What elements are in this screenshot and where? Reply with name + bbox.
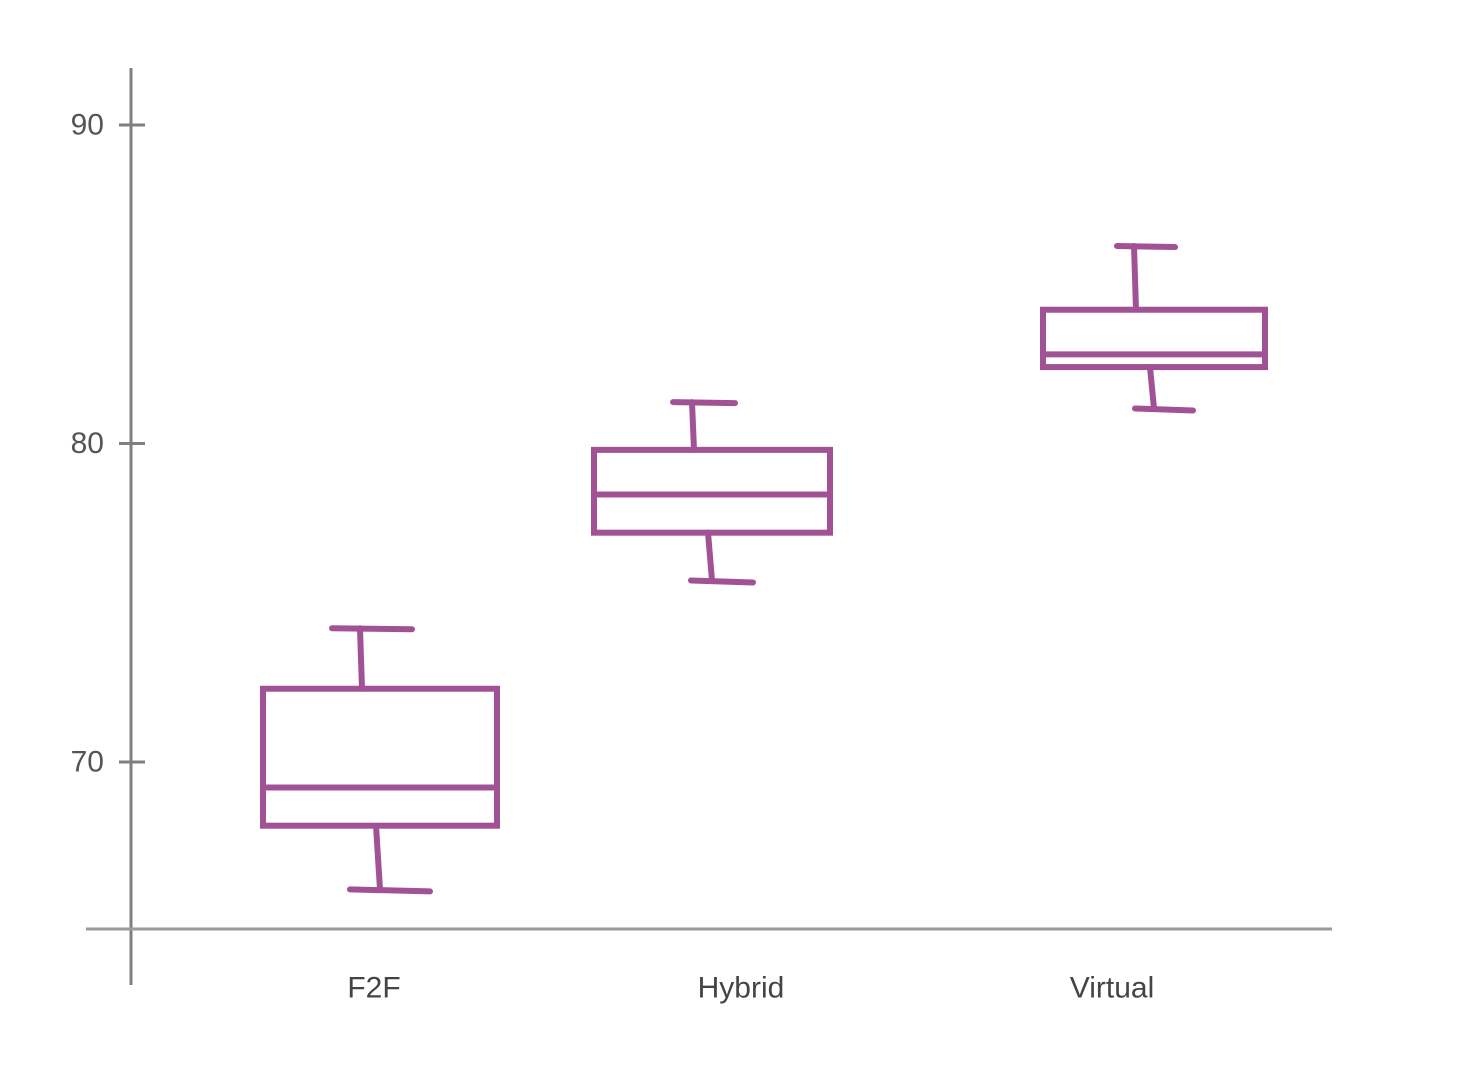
interquartile-box (260, 685, 500, 829)
y-axis-ticks: 70 80 90 (71, 109, 145, 779)
upper-whisker-cap (1114, 243, 1178, 251)
x-category-label: F2F (347, 972, 400, 1005)
upper-whisker (689, 399, 697, 453)
lower-whisker-cap (347, 886, 433, 895)
lower-whisker (705, 529, 715, 584)
interquartile-box (1040, 306, 1268, 371)
lower-whisker-cap (1132, 405, 1196, 414)
x-category-label: Hybrid (698, 972, 785, 1005)
upper-whisker (1131, 243, 1139, 313)
lower-whisker (373, 822, 383, 893)
y-tick-label: 80 (71, 427, 104, 460)
y-tick-label: 70 (71, 746, 104, 779)
x-axis-labels: F2F Hybrid Virtual (347, 972, 1154, 1005)
box-hybrid (591, 399, 833, 586)
lower-whisker (1147, 364, 1157, 412)
y-tick-label: 90 (71, 109, 104, 142)
box-series (260, 243, 1268, 895)
upper-whisker-cap (329, 625, 415, 633)
box-f2f (260, 625, 500, 895)
box-virtual (1040, 243, 1268, 414)
upper-whisker (357, 625, 365, 692)
lower-whisker-cap (688, 577, 756, 586)
interquartile-box (591, 446, 833, 536)
x-category-label: Virtual (1070, 972, 1155, 1005)
upper-whisker-cap (670, 399, 738, 407)
